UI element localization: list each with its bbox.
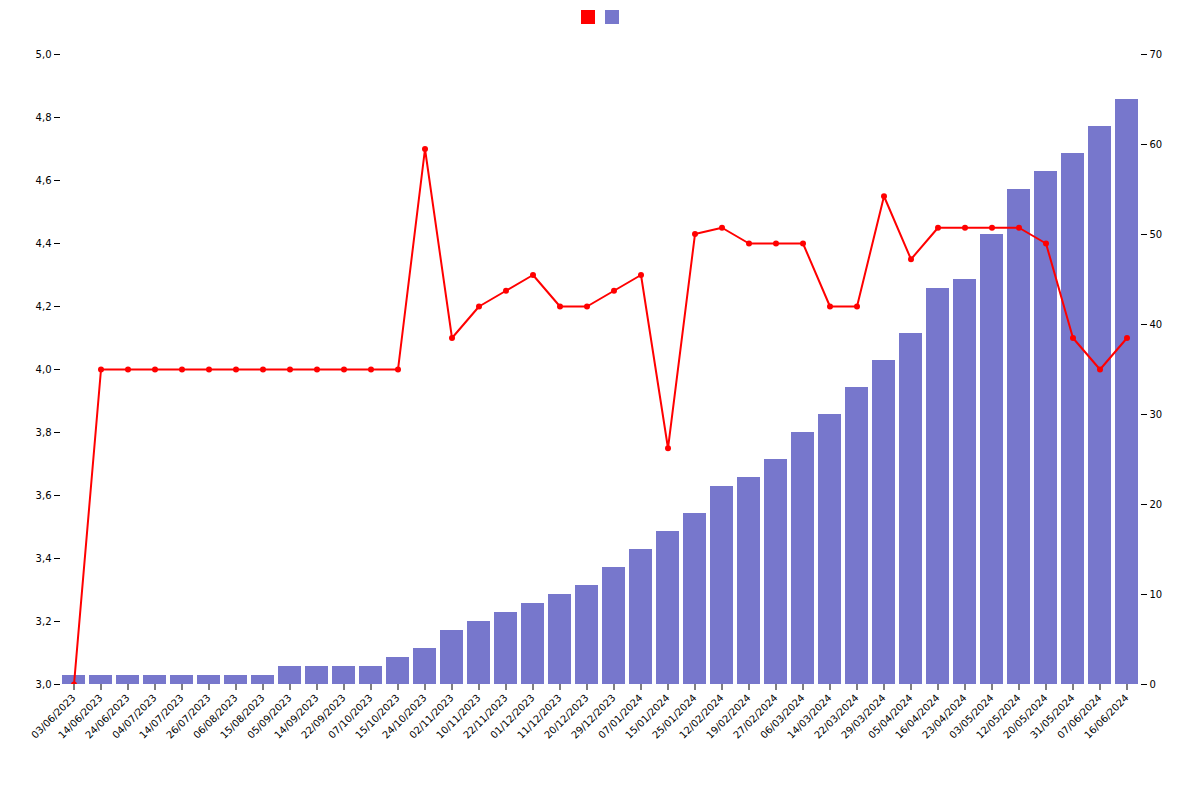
svg-text:23/04/2024: 23/04/2024 — [920, 692, 969, 741]
svg-text:12/02/2024: 12/02/2024 — [677, 692, 726, 741]
svg-text:50: 50 — [1150, 229, 1163, 240]
svg-text:04/07/2023: 04/07/2023 — [110, 692, 159, 741]
svg-text:10: 10 — [1150, 589, 1163, 600]
svg-text:4,2: 4,2 — [36, 301, 52, 312]
svg-text:5,0: 5,0 — [36, 49, 52, 60]
svg-text:20/12/2023: 20/12/2023 — [542, 692, 591, 741]
svg-text:4,8: 4,8 — [36, 112, 52, 123]
svg-text:16/04/2024: 16/04/2024 — [893, 692, 942, 741]
svg-text:14/07/2023: 14/07/2023 — [137, 692, 186, 741]
svg-text:4,4: 4,4 — [36, 238, 52, 249]
svg-text:3,4: 3,4 — [36, 553, 52, 564]
svg-text:3,8: 3,8 — [36, 427, 52, 438]
svg-text:29/12/2023: 29/12/2023 — [569, 692, 618, 741]
svg-text:15/10/2023: 15/10/2023 — [353, 692, 402, 741]
svg-text:05/04/2024: 05/04/2024 — [866, 692, 915, 741]
svg-text:24/06/2023: 24/06/2023 — [83, 692, 132, 741]
svg-text:70: 70 — [1150, 49, 1163, 60]
svg-text:16/06/2024: 16/06/2024 — [1082, 692, 1131, 741]
svg-text:3,6: 3,6 — [36, 490, 52, 501]
svg-text:27/02/2024: 27/02/2024 — [731, 692, 780, 741]
svg-text:20/05/2024: 20/05/2024 — [1001, 692, 1050, 741]
svg-text:19/02/2024: 19/02/2024 — [704, 692, 753, 741]
svg-text:0: 0 — [1150, 679, 1156, 690]
svg-text:07/10/2023: 07/10/2023 — [326, 692, 375, 741]
svg-text:3,0: 3,0 — [36, 679, 52, 690]
svg-text:22/03/2024: 22/03/2024 — [812, 692, 861, 741]
svg-text:22/11/2023: 22/11/2023 — [461, 692, 510, 741]
svg-text:03/05/2024: 03/05/2024 — [947, 692, 996, 741]
svg-text:3,2: 3,2 — [36, 616, 52, 627]
svg-text:60: 60 — [1150, 139, 1163, 150]
svg-text:06/08/2023: 06/08/2023 — [191, 692, 240, 741]
svg-text:10/11/2023: 10/11/2023 — [434, 692, 483, 741]
svg-text:03/06/2023: 03/06/2023 — [29, 692, 78, 741]
svg-text:02/11/2023: 02/11/2023 — [407, 692, 456, 741]
svg-text:40: 40 — [1150, 319, 1163, 330]
svg-text:07/06/2024: 07/06/2024 — [1055, 692, 1104, 741]
svg-text:20: 20 — [1150, 499, 1163, 510]
svg-text:31/05/2024: 31/05/2024 — [1028, 692, 1077, 741]
svg-text:15/08/2023: 15/08/2023 — [218, 692, 267, 741]
svg-text:29/03/2024: 29/03/2024 — [839, 692, 888, 741]
svg-text:06/03/2024: 06/03/2024 — [758, 692, 807, 741]
svg-text:07/01/2024: 07/01/2024 — [596, 692, 645, 741]
svg-text:26/07/2023: 26/07/2023 — [164, 692, 213, 741]
svg-text:12/05/2024: 12/05/2024 — [974, 692, 1023, 741]
svg-text:14/06/2023: 14/06/2023 — [56, 692, 105, 741]
svg-text:24/10/2023: 24/10/2023 — [380, 692, 429, 741]
svg-text:15/01/2024: 15/01/2024 — [623, 692, 672, 741]
svg-text:05/09/2023: 05/09/2023 — [245, 692, 294, 741]
svg-text:01/12/2023: 01/12/2023 — [488, 692, 537, 741]
svg-text:25/01/2024: 25/01/2024 — [650, 692, 699, 741]
svg-text:4,6: 4,6 — [36, 175, 52, 186]
svg-text:4,0: 4,0 — [36, 364, 52, 375]
svg-text:14/09/2023: 14/09/2023 — [272, 692, 321, 741]
svg-text:22/09/2023: 22/09/2023 — [299, 692, 348, 741]
svg-text:11/12/2023: 11/12/2023 — [515, 692, 564, 741]
svg-text:30: 30 — [1150, 409, 1163, 420]
svg-text:14/03/2024: 14/03/2024 — [785, 692, 834, 741]
